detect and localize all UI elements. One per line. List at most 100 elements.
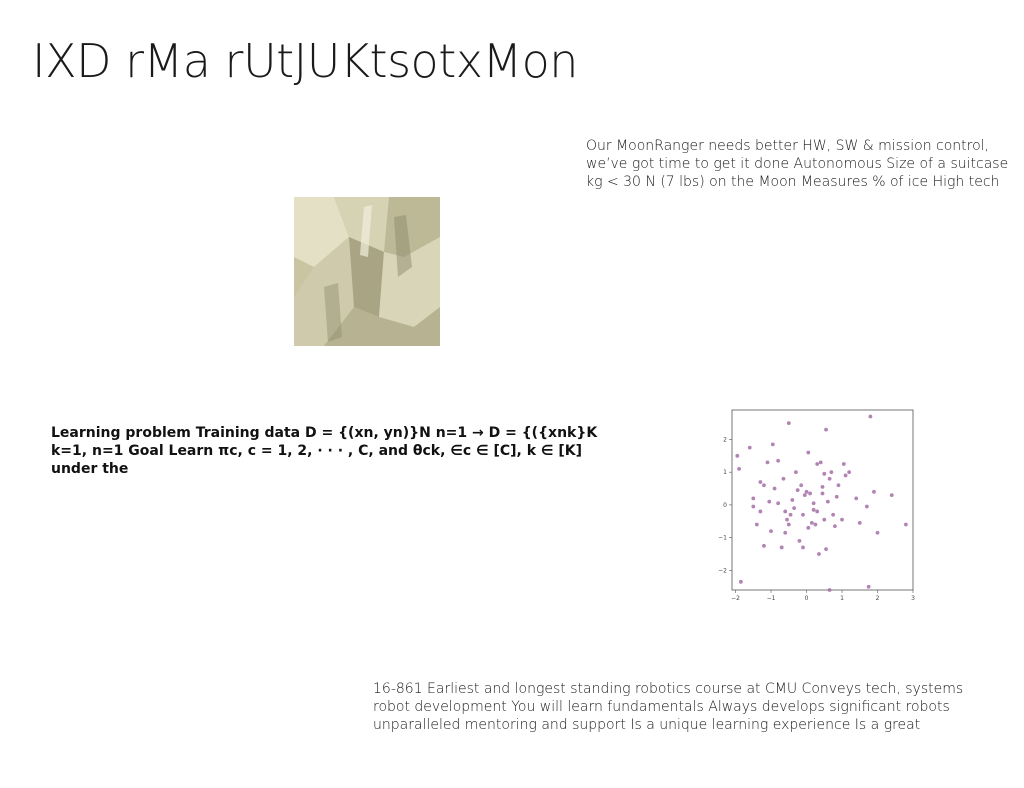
scatter-point [762, 483, 766, 488]
scatter-point [827, 476, 832, 481]
scatter-point [843, 473, 848, 478]
scatter-point [808, 491, 812, 496]
scatter-point [815, 509, 820, 514]
scatter-point [758, 509, 763, 514]
scatter-point [806, 525, 811, 530]
scatter-point [854, 496, 859, 501]
scatter-point [769, 529, 773, 533]
scatter-point [783, 509, 788, 514]
scatter-points [735, 414, 908, 592]
scatter-point [762, 543, 766, 548]
scatter-point [840, 517, 844, 522]
scatter-point [818, 460, 823, 465]
scatter-point [767, 499, 772, 504]
scatter-point [820, 491, 825, 496]
scatter-point [754, 522, 759, 527]
scatter-point [738, 579, 743, 584]
scatter-point [813, 522, 818, 527]
scatter-point [872, 489, 876, 494]
scatter-point [802, 493, 807, 497]
scatter-point [793, 470, 798, 475]
scatter-point [758, 480, 763, 484]
scatter-point [834, 494, 839, 499]
scatter-point [864, 504, 869, 509]
scatter-point [737, 467, 741, 471]
scatter-point [817, 552, 821, 556]
scatter-point [866, 584, 871, 589]
scatter-svg: −2 −1 0 1 2 3 2 1 0 −1 −2 [718, 409, 915, 602]
scatter-point [790, 498, 795, 502]
scatter-point [836, 483, 841, 488]
image-highlight [360, 205, 372, 257]
y-tick-label: 0 [723, 502, 727, 509]
scatter-point [815, 462, 820, 466]
scatter-point [751, 496, 756, 501]
x-tick-label: 1 [840, 595, 844, 602]
scatter-point [799, 483, 804, 488]
scatter-point [806, 450, 811, 455]
scatter-point [804, 489, 809, 494]
scatter-point [904, 522, 908, 527]
scatter-point [847, 470, 852, 475]
scatter-point [820, 485, 825, 489]
scatter-point [868, 414, 873, 419]
scatter-point [801, 512, 805, 517]
image-facet-4 [294, 237, 354, 346]
scatter-point [797, 539, 802, 543]
scatter-point [889, 493, 894, 497]
y-tick-label: −1 [718, 535, 727, 542]
scatter-point [811, 501, 816, 506]
scatter-point [781, 476, 786, 481]
scatter-point [833, 524, 837, 529]
scatter-point [824, 427, 828, 432]
scatter-point [751, 504, 756, 509]
image-shadow-2 [324, 283, 342, 342]
scatter-point [829, 470, 834, 475]
scatter-point [786, 421, 791, 425]
plot-frame [731, 409, 914, 591]
scatter-point [792, 506, 797, 511]
y-tick-label: 1 [723, 469, 727, 476]
abstract-image-icon [294, 197, 440, 346]
scatter-point [827, 588, 832, 592]
scatter-point [857, 521, 862, 525]
x-tick-label: 3 [911, 595, 915, 602]
scatter-point [776, 458, 781, 463]
x-axis-ticks: −2 −1 0 1 2 3 [731, 590, 915, 602]
scatter-point [735, 453, 740, 458]
scatter-point [822, 517, 827, 522]
image-facet-7 [324, 307, 440, 346]
slide-title: IXD rMa rUtJUKtsotxMon [32, 34, 578, 88]
scatter-point [747, 445, 752, 450]
x-tick-label: 0 [805, 595, 809, 602]
x-tick-label: −1 [767, 595, 776, 602]
moonranger-paragraph: Our MoonRanger needs better HW, SW & mis… [586, 138, 1009, 190]
scatter-point [776, 501, 781, 506]
y-axis-ticks: 2 1 0 −1 −2 [718, 436, 732, 574]
course-paragraph: 16-861 Earliest and longest standing rob… [373, 681, 964, 733]
scatter-point [795, 488, 800, 493]
scatter-point [824, 547, 828, 551]
abstract-image [294, 197, 440, 346]
scatter-point [783, 530, 788, 535]
scatter-point [772, 486, 777, 491]
scatter-point [770, 442, 775, 447]
image-facet-2 [334, 197, 389, 252]
y-tick-label: −2 [718, 567, 727, 574]
x-tick-label: −2 [731, 595, 740, 602]
scatter-plot: −2 −1 0 1 2 3 2 1 0 −1 −2 [718, 404, 922, 604]
scatter-point [811, 507, 816, 512]
scatter-point [822, 471, 827, 476]
scatter-point [786, 522, 791, 527]
image-facet-5 [349, 237, 384, 317]
y-tick-label: 2 [723, 436, 727, 443]
scatter-point [779, 545, 784, 550]
x-tick-label: 2 [876, 595, 880, 602]
image-facet-1 [294, 197, 349, 267]
scatter-point [831, 512, 836, 517]
scatter-point [765, 460, 770, 465]
scatter-point [788, 512, 793, 517]
image-facet-6 [379, 237, 440, 327]
image-shadow-1 [394, 215, 412, 277]
scatter-point [875, 530, 880, 535]
